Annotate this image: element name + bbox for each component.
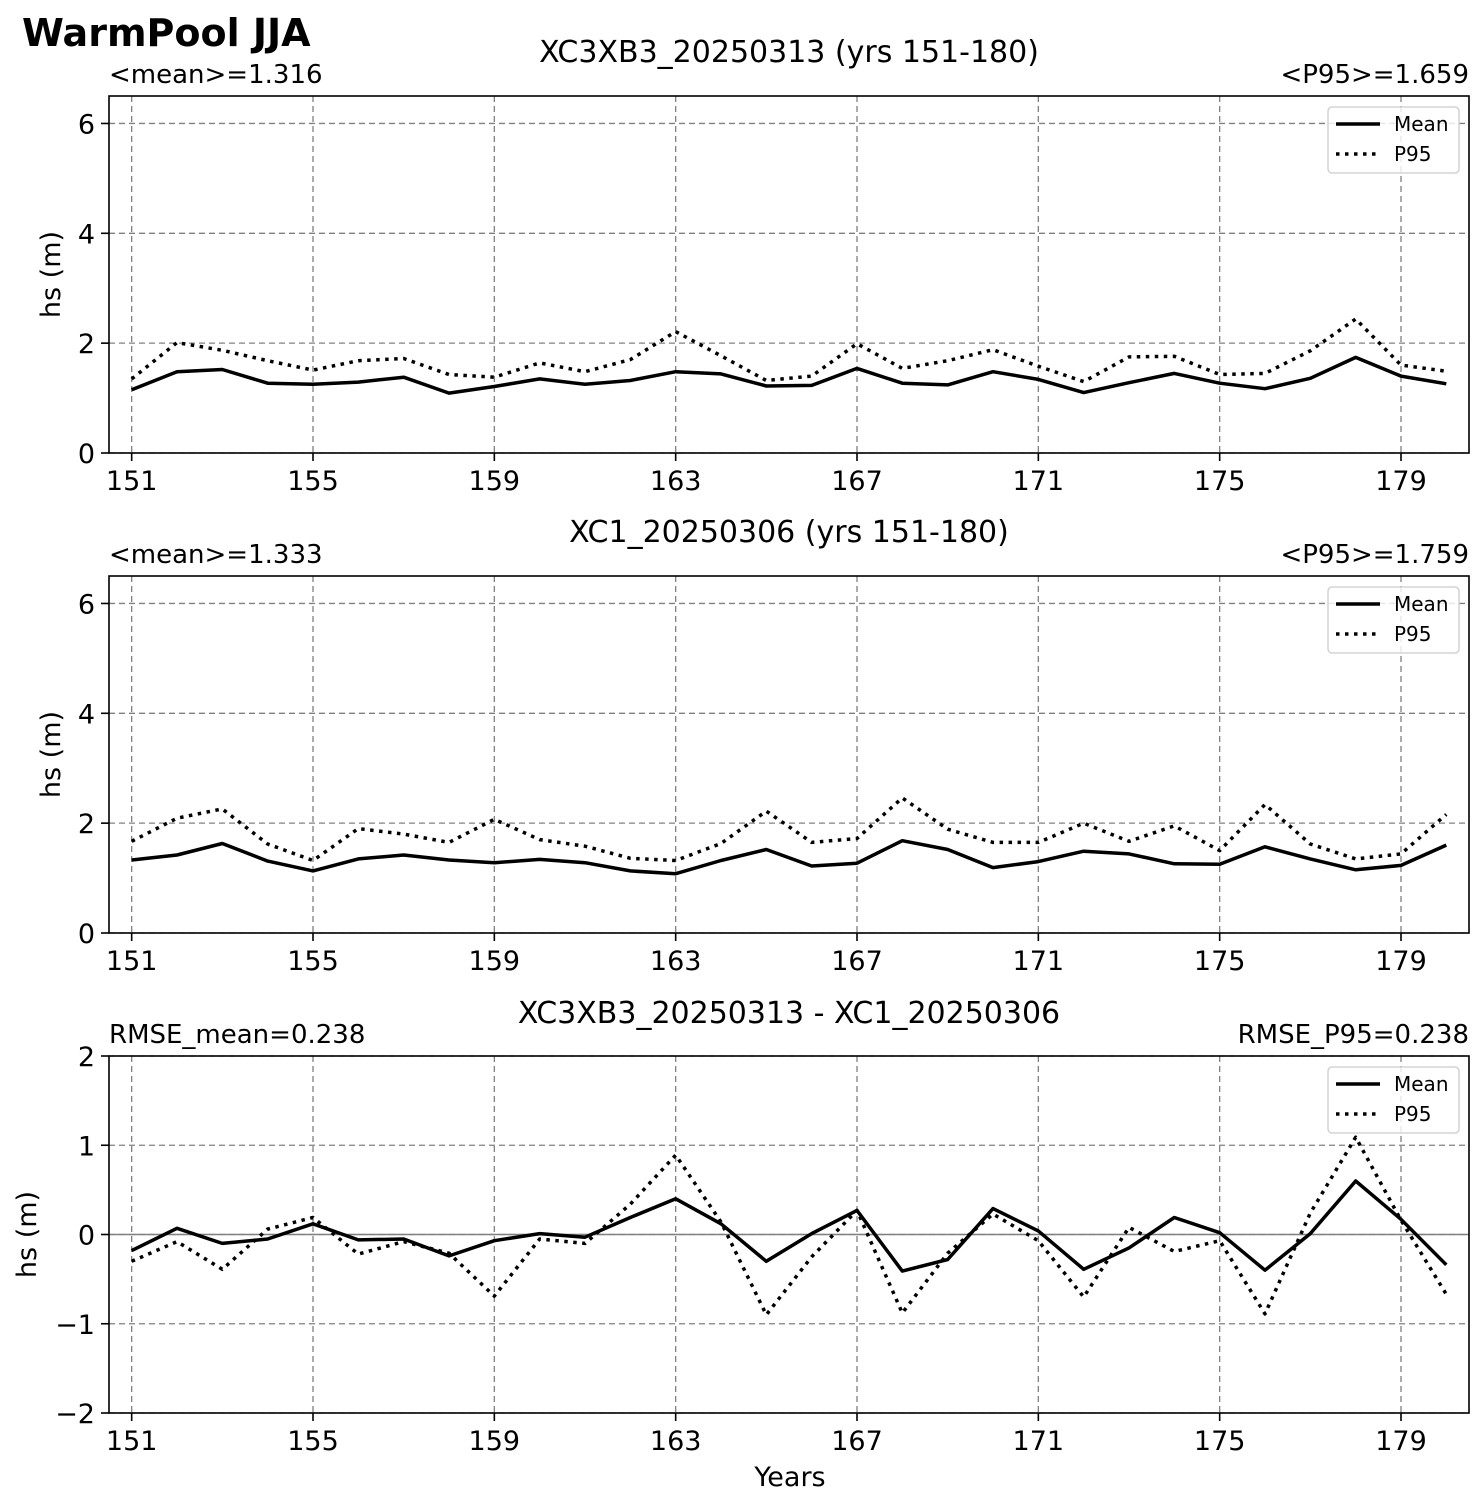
series-line-mean <box>131 838 1448 876</box>
chart-title: XC1_20250306 (yrs 151-180) <box>569 515 1009 550</box>
x-tick-label: 175 <box>1194 1426 1246 1457</box>
figure-title: WarmPool JJA <box>22 11 311 55</box>
x-tick-label: 151 <box>106 1426 158 1457</box>
series-line-p95 <box>131 1135 1448 1317</box>
x-axis-label: Years <box>753 1462 825 1493</box>
series-line-p95 <box>130 317 1447 384</box>
x-tick-label: 151 <box>106 946 158 977</box>
y-tick-label: 0 <box>78 439 95 470</box>
legend-label-p95: P95 <box>1394 142 1432 166</box>
y-axis-label: hs (m) <box>12 1191 43 1278</box>
x-tick-label: 167 <box>831 466 883 497</box>
x-tick-label: 163 <box>650 466 702 497</box>
mean-annotation: <mean>=1.316 <box>109 60 323 90</box>
x-tick-label: 171 <box>1013 946 1065 977</box>
y-tick-label: 0 <box>78 919 95 950</box>
legend-label-mean: Mean <box>1394 1072 1449 1096</box>
rmse-mean-annotation: RMSE_mean=0.238 <box>109 1020 365 1050</box>
legend-label-p95: P95 <box>1394 622 1432 646</box>
x-tick-label: 163 <box>650 1426 702 1457</box>
x-tick-label: 151 <box>106 466 158 497</box>
x-tick-label: 179 <box>1375 466 1427 497</box>
rmse-p95-annotation: RMSE_P95=0.238 <box>1238 1020 1469 1050</box>
series-line-p95 <box>130 796 1448 863</box>
y-axis-label: hs (m) <box>36 711 67 798</box>
p95-annotation: <P95>=1.759 <box>1280 540 1469 570</box>
y-tick-label: 6 <box>78 109 95 140</box>
y-tick-label: 6 <box>78 589 95 620</box>
y-tick-label: 0 <box>78 1221 95 1252</box>
legend-label-mean: Mean <box>1394 112 1449 136</box>
p95-annotation: <P95>=1.659 <box>1280 60 1469 90</box>
series-line-mean <box>130 1179 1448 1273</box>
x-tick-label: 159 <box>469 1426 521 1457</box>
x-tick-label: 179 <box>1375 946 1427 977</box>
chart-title: XC3XB3_20250313 - XC1_20250306 <box>518 996 1060 1031</box>
legend: Mean P95 <box>1327 1066 1460 1134</box>
y-tick-label: 2 <box>78 329 95 360</box>
legend: Mean P95 <box>1327 106 1460 174</box>
x-tick-label: 167 <box>831 946 883 977</box>
chart-panel-top: XC3XB3_20250313 (yrs 151-180) <mean>=1.3… <box>36 35 1470 497</box>
legend: Mean P95 <box>1327 586 1460 654</box>
legend-label-p95: P95 <box>1394 1102 1432 1126</box>
y-tick-label: 4 <box>78 699 95 730</box>
series-line-mean <box>131 355 1447 395</box>
mean-annotation: <mean>=1.333 <box>109 540 323 570</box>
y-tick-label: 2 <box>78 809 95 840</box>
plot-frame <box>108 95 1470 454</box>
x-tick-label: 155 <box>287 1426 339 1457</box>
x-tick-label: 171 <box>1013 1426 1065 1457</box>
x-tick-label: 179 <box>1375 1426 1427 1457</box>
y-tick-label: 1 <box>78 1131 95 1162</box>
plot-frame <box>108 575 1470 934</box>
x-tick-label: 175 <box>1194 946 1246 977</box>
chart-panel-middle: XC1_20250306 (yrs 151-180) <mean>=1.333 … <box>36 515 1470 977</box>
y-axis-label: hs (m) <box>36 231 67 318</box>
x-tick-label: 159 <box>469 466 521 497</box>
chart-title: XC3XB3_20250313 (yrs 151-180) <box>539 35 1039 70</box>
y-tick-label: 4 <box>78 219 95 250</box>
x-tick-label: 159 <box>469 946 521 977</box>
y-tick-label: −2 <box>55 1399 95 1430</box>
x-tick-label: 175 <box>1194 466 1246 497</box>
x-tick-label: 167 <box>831 1426 883 1457</box>
x-tick-label: 171 <box>1013 466 1065 497</box>
chart-panel-difference: XC3XB3_20250313 - XC1_20250306 RMSE_mean… <box>12 996 1470 1457</box>
y-tick-label: −1 <box>55 1310 95 1341</box>
x-tick-label: 163 <box>650 946 702 977</box>
y-tick-label: 2 <box>78 1042 95 1073</box>
x-tick-label: 155 <box>287 466 339 497</box>
x-tick-label: 155 <box>287 946 339 977</box>
legend-label-mean: Mean <box>1394 592 1449 616</box>
